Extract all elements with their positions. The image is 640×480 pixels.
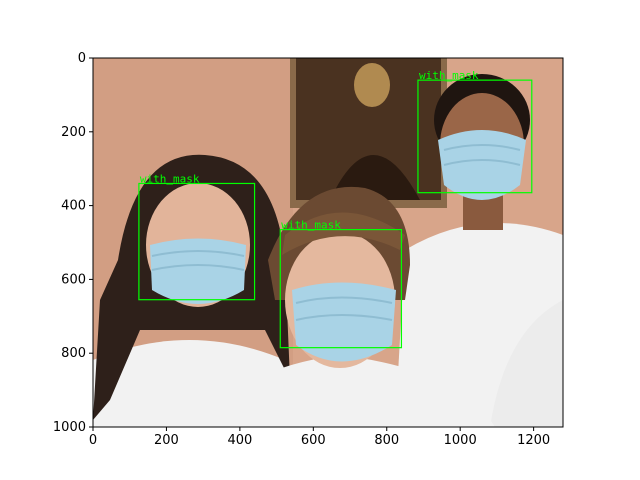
y-tick-label: 1000 xyxy=(53,420,86,435)
axes-frame xyxy=(92,57,564,428)
detection-label: with_mask xyxy=(281,219,341,232)
y-tick-label: 800 xyxy=(61,346,86,361)
detection-box xyxy=(417,79,533,194)
x-tick-label: 600 xyxy=(301,433,326,448)
x-tick-label: 400 xyxy=(227,433,252,448)
detection-box xyxy=(279,228,403,349)
x-axis: 0 200 400 600 800 1000 1200 xyxy=(89,427,550,448)
detection-label: with_mask xyxy=(140,172,200,185)
painting xyxy=(290,58,447,208)
y-tick-label: 0 xyxy=(78,51,86,66)
x-tick-label: 200 xyxy=(154,433,179,448)
x-tick-label: 0 xyxy=(89,433,97,448)
x-tick-label: 800 xyxy=(374,433,399,448)
y-tick-label: 200 xyxy=(61,125,86,140)
person-far-right xyxy=(490,300,563,427)
y-axis: 0 200 400 600 800 1000 xyxy=(53,51,93,435)
x-tick-label: 1200 xyxy=(517,433,550,448)
person-middle xyxy=(215,186,495,427)
detection-box xyxy=(138,182,256,301)
photo: with_mask with_mask with_mask xyxy=(93,58,563,427)
detection-layer: with_mask with_mask with_mask xyxy=(138,69,533,349)
y-tick-label: 600 xyxy=(61,272,86,287)
x-tick-label: 1000 xyxy=(444,433,477,448)
detection-label: with_mask xyxy=(419,69,479,82)
y-tick-label: 400 xyxy=(61,199,86,214)
